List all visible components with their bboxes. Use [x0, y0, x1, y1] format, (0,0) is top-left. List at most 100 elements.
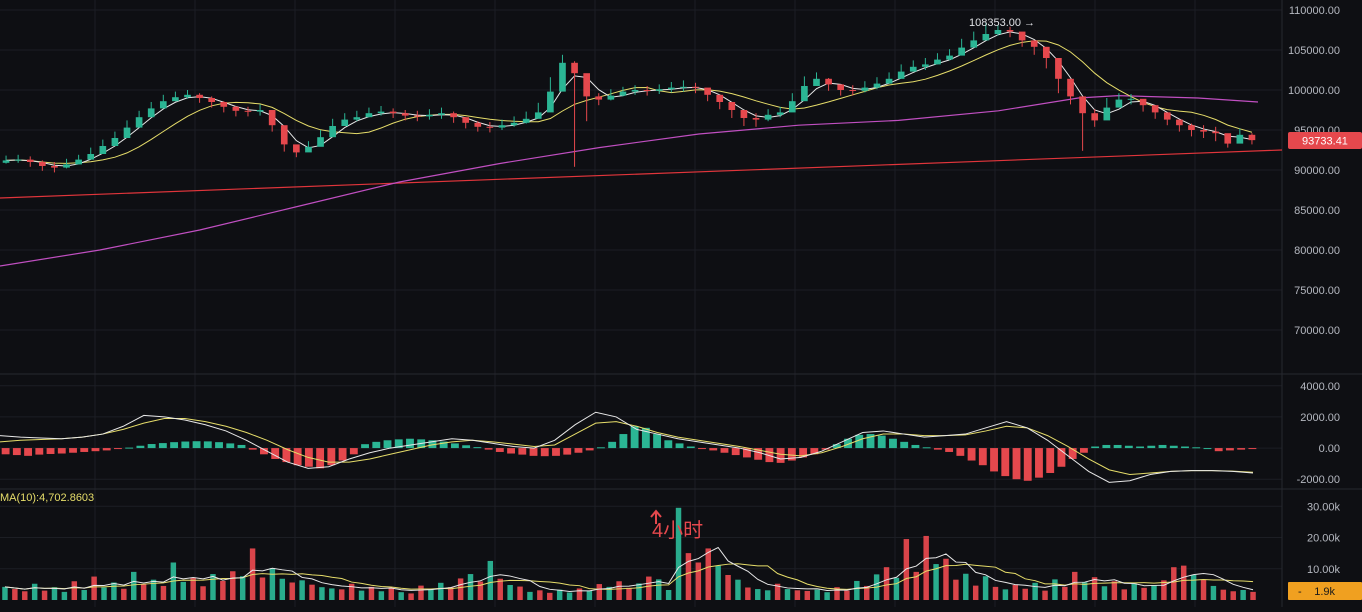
candle[interactable]	[450, 111, 457, 123]
candle[interactable]	[232, 106, 240, 117]
candle[interactable]	[172, 91, 179, 102]
candle[interactable]	[39, 160, 46, 171]
candle[interactable]	[970, 31, 978, 48]
candle[interactable]	[873, 77, 881, 90]
candle[interactable]	[849, 85, 857, 96]
candle[interactable]	[788, 93, 796, 113]
candle[interactable]	[1151, 105, 1159, 119]
candle[interactable]	[534, 102, 542, 119]
candle[interactable]	[63, 158, 70, 169]
candle[interactable]	[377, 106, 385, 116]
candle[interactable]	[75, 154, 82, 165]
candle[interactable]	[1163, 112, 1171, 126]
support-trendline[interactable]	[0, 149, 1283, 199]
candle[interactable]	[909, 60, 917, 72]
candle[interactable]	[244, 106, 252, 117]
candle[interactable]	[692, 82, 699, 94]
candle[interactable]	[1139, 98, 1147, 112]
candle[interactable]	[704, 87, 711, 102]
candle[interactable]	[583, 73, 590, 122]
candle[interactable]	[825, 78, 832, 91]
candle[interactable]	[2, 155, 10, 164]
candle[interactable]	[631, 85, 639, 95]
candle[interactable]	[522, 111, 530, 124]
candle[interactable]	[1103, 98, 1111, 121]
candle[interactable]	[607, 89, 615, 101]
candle[interactable]	[801, 76, 808, 102]
candle[interactable]	[958, 38, 965, 56]
candle[interactable]	[353, 110, 361, 122]
candle[interactable]	[184, 90, 191, 99]
candle[interactable]	[1224, 133, 1232, 148]
candle[interactable]	[426, 109, 433, 120]
candle[interactable]	[716, 94, 724, 110]
price-axis[interactable]: 110000.00105000.00100000.0095000.0090000…	[1288, 5, 1340, 576]
candle[interactable]	[26, 156, 34, 167]
candle[interactable]	[220, 101, 228, 113]
candle[interactable]	[837, 84, 845, 96]
candle[interactable]	[668, 82, 675, 93]
candle[interactable]	[776, 106, 784, 118]
candle[interactable]	[934, 53, 941, 65]
candle[interactable]	[256, 104, 264, 116]
candle[interactable]	[897, 64, 905, 79]
candle[interactable]	[1030, 40, 1038, 55]
candle[interactable]	[123, 120, 131, 138]
candle[interactable]	[486, 122, 494, 133]
candle[interactable]	[559, 54, 566, 92]
candle[interactable]	[728, 102, 736, 118]
candle[interactable]	[619, 86, 627, 97]
candle[interactable]	[595, 93, 603, 106]
candle[interactable]	[111, 131, 119, 146]
candle[interactable]	[1006, 26, 1014, 38]
candle[interactable]	[293, 144, 300, 158]
candle[interactable]	[861, 81, 869, 93]
candle[interactable]	[268, 110, 276, 132]
candle[interactable]	[341, 113, 349, 126]
candle[interactable]	[159, 94, 167, 109]
candle[interactable]	[946, 49, 953, 61]
candle[interactable]	[1127, 94, 1135, 105]
candle[interactable]	[922, 58, 929, 70]
candle[interactable]	[87, 147, 95, 160]
candle[interactable]	[389, 108, 397, 118]
candle[interactable]	[147, 102, 155, 118]
candle[interactable]	[1079, 96, 1086, 151]
candle[interactable]	[740, 110, 748, 126]
candle[interactable]	[280, 125, 288, 152]
candle[interactable]	[365, 107, 373, 118]
candle[interactable]	[438, 107, 445, 119]
candle[interactable]	[51, 162, 58, 173]
candle[interactable]	[1200, 125, 1207, 138]
candle[interactable]	[498, 119, 506, 130]
candle[interactable]	[99, 139, 107, 154]
candle[interactable]	[317, 130, 324, 147]
volume-pane[interactable]	[2, 507, 1256, 600]
candle[interactable]	[547, 77, 554, 113]
candle[interactable]	[885, 72, 893, 84]
candle[interactable]	[1236, 128, 1244, 144]
candle[interactable]	[764, 109, 772, 122]
candle[interactable]	[1091, 109, 1099, 127]
candle[interactable]	[510, 116, 518, 127]
candle[interactable]	[329, 118, 336, 138]
candle[interactable]	[462, 117, 470, 129]
candle[interactable]	[643, 86, 651, 96]
price-pane[interactable]	[0, 23, 1283, 267]
candle[interactable]	[401, 110, 409, 121]
candle[interactable]	[1248, 133, 1256, 145]
candle[interactable]	[655, 84, 663, 94]
candle[interactable]	[305, 141, 312, 153]
candle[interactable]	[135, 110, 143, 128]
candle[interactable]	[474, 121, 482, 132]
candle[interactable]	[982, 23, 990, 41]
candle[interactable]	[1212, 126, 1219, 142]
macd-pane[interactable]	[0, 411, 1257, 483]
candle[interactable]	[813, 72, 820, 86]
candle[interactable]	[14, 154, 22, 163]
candle[interactable]	[1055, 58, 1062, 94]
candle[interactable]	[1115, 93, 1123, 108]
candle[interactable]	[571, 61, 578, 167]
candle[interactable]	[680, 80, 687, 92]
